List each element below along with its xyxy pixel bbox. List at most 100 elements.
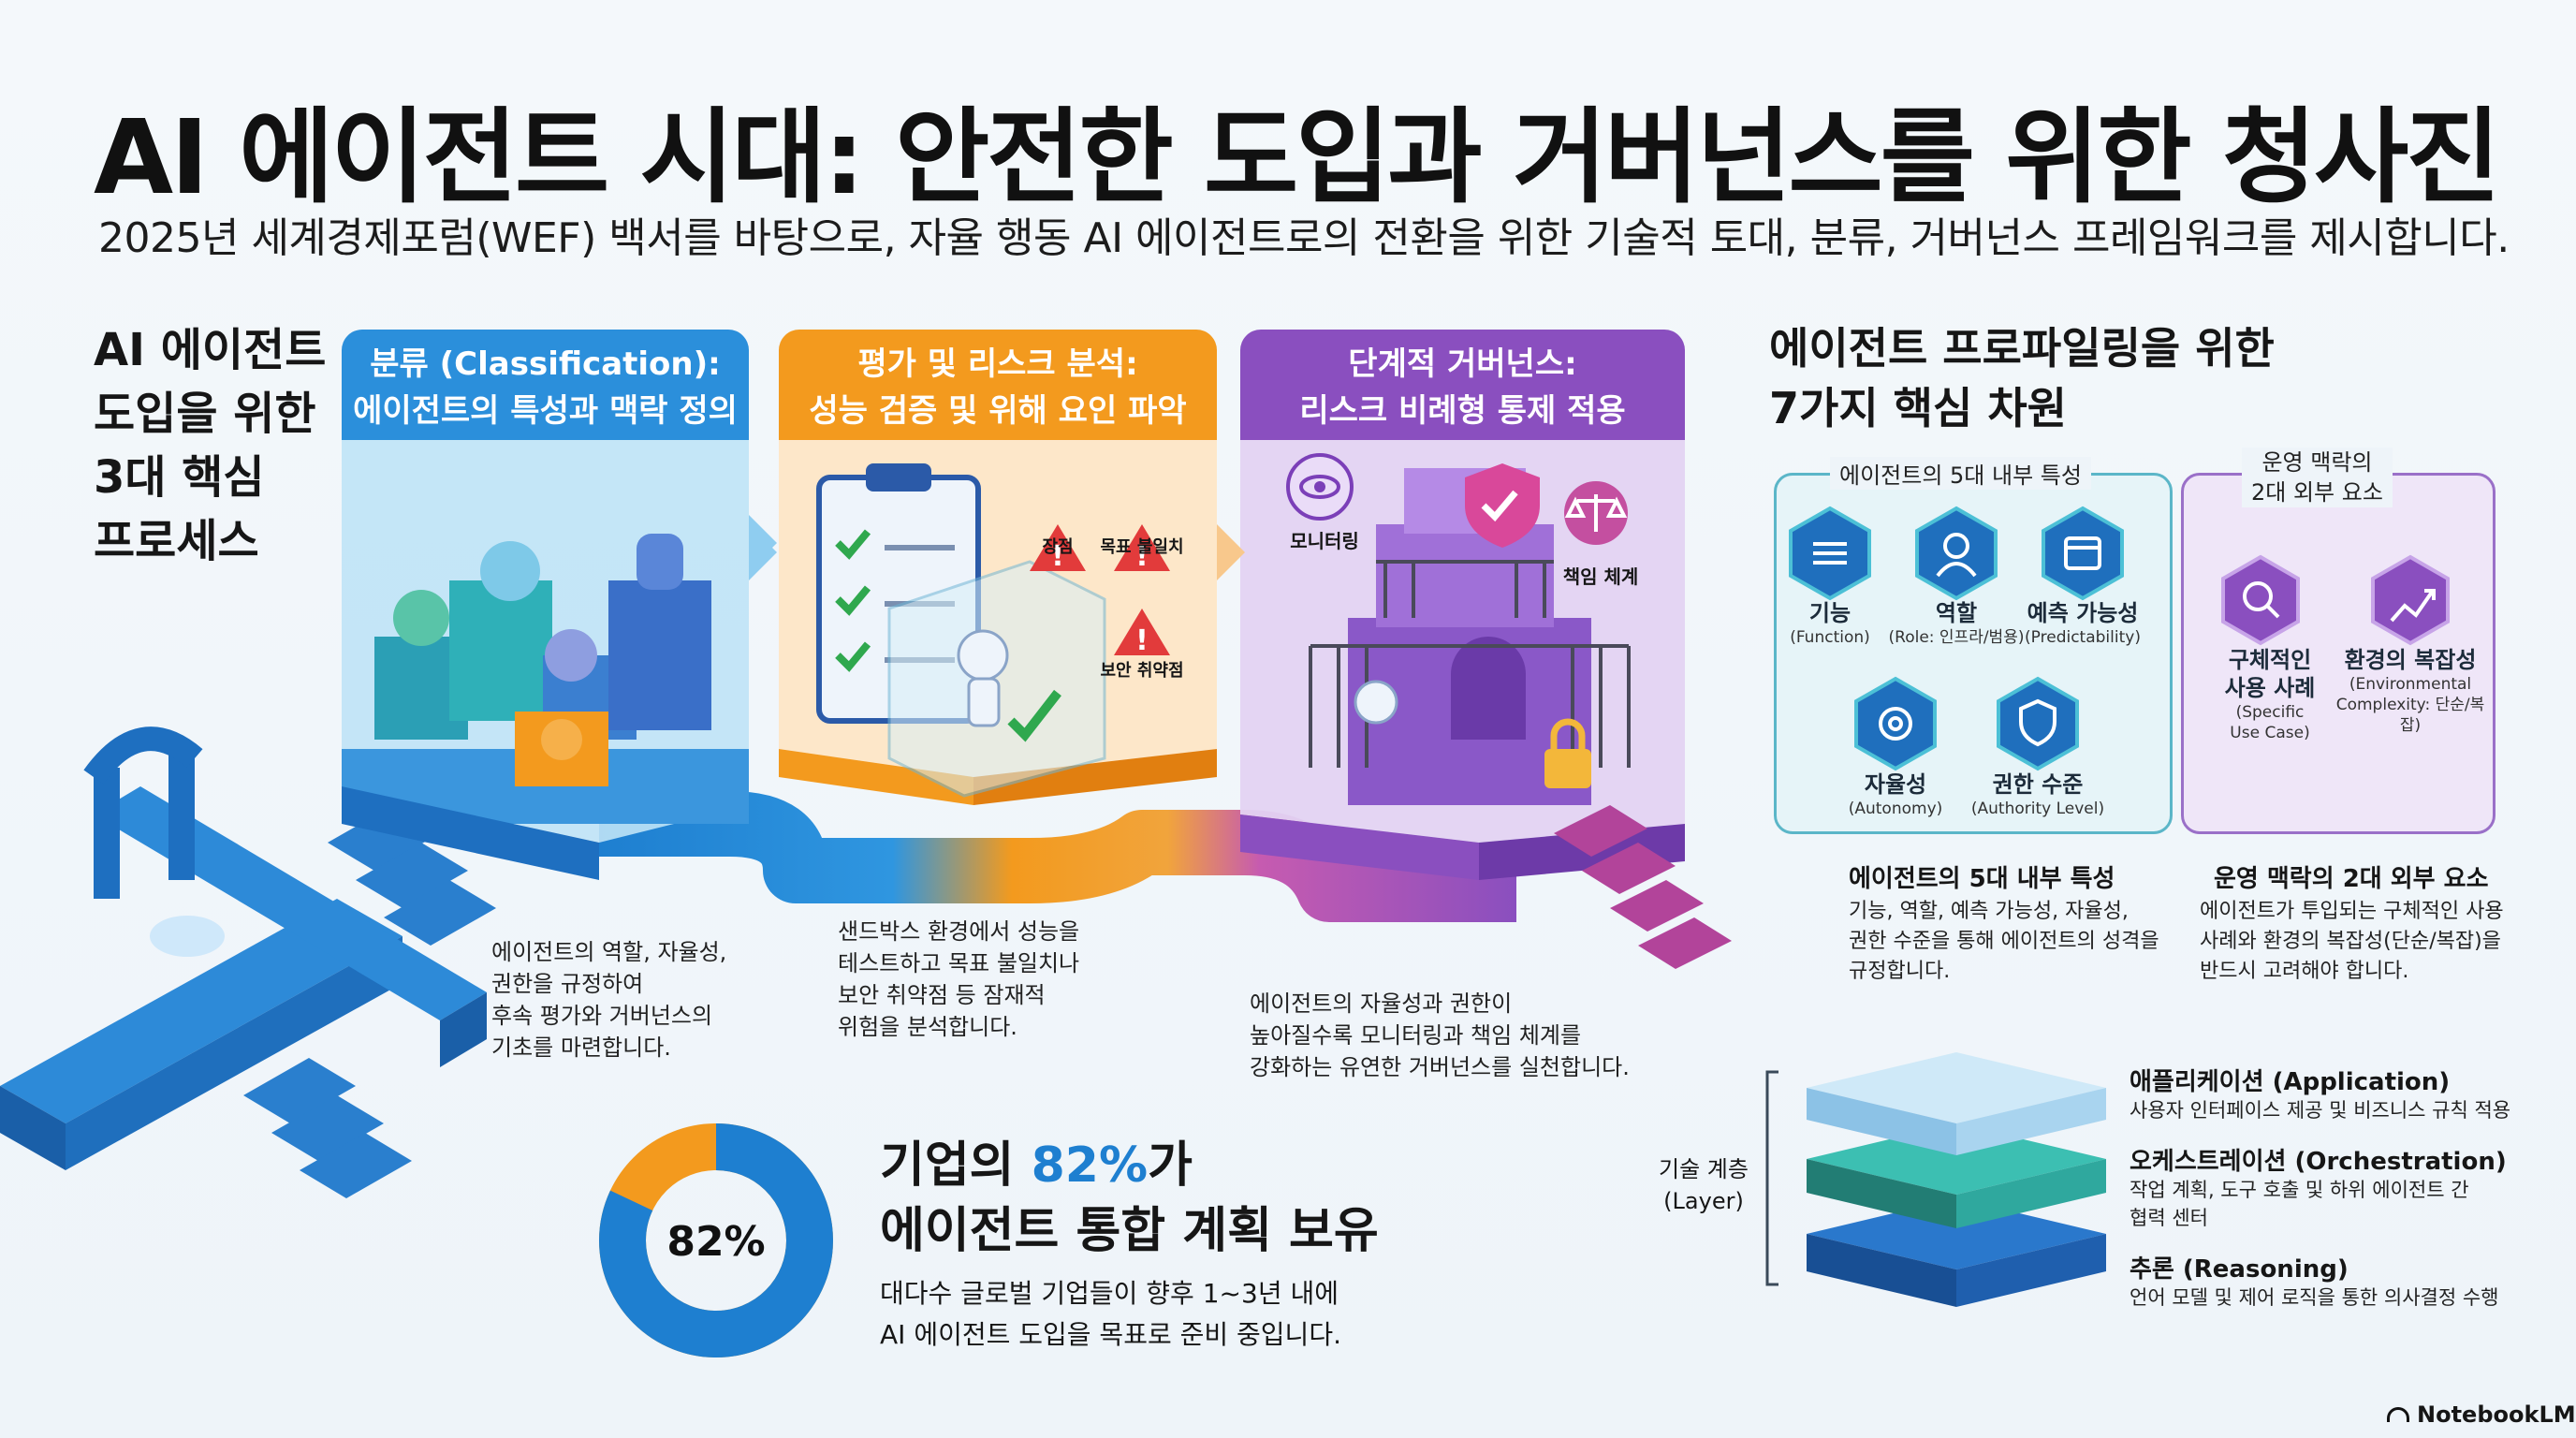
svg-text:!: ! <box>1135 540 1149 573</box>
stage-arrow <box>749 524 777 580</box>
risk-label: 보안 취약점 <box>1100 661 1184 681</box>
stat-highlight: 82% <box>1031 1137 1149 1194</box>
brand-label: NotebookLM <box>2417 1401 2576 1428</box>
desc-line: 위험을 분석합니다. <box>838 1014 1017 1040</box>
desc-line: 권한 수준을 통해 에이전트의 성격을 <box>1849 930 2159 953</box>
stage-risk-desc: 샌드박스 환경에서 성능을 테스트하고 목표 불일치나 보안 취약점 등 잠재적… <box>838 916 1147 1043</box>
stage-title: 단계적 거버넌스: <box>1348 345 1577 383</box>
orchestration-layer <box>1807 1123 2106 1228</box>
external-icons <box>2221 554 2450 646</box>
dimension-complexity: 환경의 복잡성 (Environmental Complexity: 단순/복잡… <box>2331 646 2490 736</box>
desc-line: 사용자 인터페이스 제공 및 비즈니스 규칙 적용 <box>2130 1099 2511 1122</box>
page-title: AI 에이전트 시대: 안전한 도입과 거버넌스를 위한 청사진 <box>94 97 2501 217</box>
external-caption-title: 운영 맥락의 2대 외부 요소 <box>2214 865 2489 893</box>
dimension-en: Complexity: 단순/복잡) <box>2335 696 2485 735</box>
risk-label: 목표 불일치 <box>1100 537 1184 557</box>
reasoning-layer <box>1807 1198 2106 1307</box>
dimension-predictability: 예측 가능성 (Predictability) <box>1998 599 2167 648</box>
page-subtitle: 2025년 세계경제포럼(WEF) 백서를 바탕으로, 자율 행동 AI 에이전… <box>98 214 2510 262</box>
process-heading-line: 프로세스 <box>94 515 259 567</box>
accountability-label: 책임 체계 <box>1562 565 1639 588</box>
desc-line: 반드시 고려해야 합니다. <box>2200 960 2409 983</box>
stage-arrow <box>1217 524 1245 580</box>
stat-title: 기업의 82%가 에이전트 통합 계획 보유 <box>880 1133 1379 1264</box>
dimension-en: (Environmental <box>2349 675 2472 694</box>
desc-line: 권한을 규정하여 <box>491 971 644 997</box>
desc-line: 강화하는 유연한 거버넌스를 실천합니다. <box>1250 1054 1630 1080</box>
walkway-path <box>0 726 496 1198</box>
desc-line: 언어 모델 및 제어 로직을 통한 의사결정 수행 <box>2130 1286 2499 1309</box>
desc-line: 규정합니다. <box>1849 960 1951 983</box>
label-line: 운영 맥락의 <box>2261 449 2373 476</box>
stage-classification-header: 분류 (Classification): 에이전트의 특성과 맥락 정의 <box>342 330 749 440</box>
internal-icons <box>1789 506 2124 771</box>
desc-line: 에이전트의 자율성과 권한이 <box>1250 990 1513 1017</box>
dimension-name: 역할 <box>1935 600 1978 626</box>
dimension-name: 권한 수준 <box>1992 771 2084 798</box>
desc-line: 사례와 환경의 복잡성(단순/복잡)을 <box>2200 930 2501 953</box>
stage-title: 평가 및 리스크 분석: <box>857 345 1138 383</box>
process-heading-line: 3대 핵심 <box>94 451 265 504</box>
label-line: 기술 계층 <box>1659 1156 1749 1182</box>
dimension-authority: 권한 수준 (Authority Level) <box>1954 770 2122 819</box>
dimension-en: (Specific <box>2235 703 2305 722</box>
stat-title-suffix: 가 <box>1148 1137 1193 1194</box>
heading-line: 7가지 핵심 차원 <box>1769 383 2067 433</box>
autonomy-icon <box>1854 676 1937 771</box>
role-icon <box>1915 506 1998 601</box>
dimension-en: (Predictability) <box>2025 628 2141 647</box>
label-line: 2대 외부 요소 <box>2251 479 2383 506</box>
svg-text:!: ! <box>1135 624 1149 657</box>
desc-line: 에이전트의 역할, 자율성, <box>491 939 727 965</box>
layer-application-desc: 사용자 인터페이스 제공 및 비즈니스 규칙 적용 <box>2130 1096 2541 1124</box>
layer-reasoning-title: 추론 (Reasoning) <box>2130 1255 2349 1284</box>
stage-title: 분류 (Classification): <box>370 345 721 383</box>
desc-line: 보안 취약점 등 잠재적 <box>838 982 1046 1008</box>
layer-reasoning-desc: 언어 모델 및 제어 로직을 통한 의사결정 수행 <box>2130 1284 2541 1312</box>
external-caption-desc: 에이전트가 투입되는 구체적인 사용 사례와 환경의 복잡성(단순/복잡)을 반… <box>2200 897 2518 987</box>
desc-line: 테스트하고 목표 불일치나 <box>838 950 1080 976</box>
internal-traits-label: 에이전트의 5대 내부 특성 <box>1830 457 2091 490</box>
layer-orchestration-desc: 작업 계획, 도구 호출 및 하위 에이전트 간 협력 센터 <box>2130 1176 2541 1232</box>
stage-governance-desc: 에이전트의 자율성과 권한이 높아질수록 모니터링과 책임 체계를 강화하는 유… <box>1250 988 1680 1083</box>
layer-orchestration-title: 오케스트레이션 (Orchestration) <box>2130 1148 2507 1176</box>
dimension-en: (Authority Level) <box>1970 800 2105 818</box>
dimension-use-case: 구체적인 사용 사례 (Specific Use Case) <box>2186 646 2354 743</box>
internal-caption-title: 에이전트의 5대 내부 특성 <box>1849 865 2115 893</box>
stat-desc: 대다수 글로벌 기업들이 향후 1~3년 내에 AI 에이전트 도입을 목표로 … <box>880 1273 1341 1356</box>
predictability-icon <box>2042 506 2124 601</box>
desc-line: AI 에이전트 도입을 목표로 준비 중입니다. <box>880 1319 1341 1350</box>
notebooklm-icon <box>2387 1407 2409 1422</box>
stage-subtitle: 성능 검증 및 위해 요인 파악 <box>809 392 1187 430</box>
dimension-role: 역할 (Role: 인프라/범용) <box>1872 599 2041 648</box>
risk-analysis-platform: !!! <box>779 440 1217 805</box>
stage-governance-header: 단계적 거버넌스: 리스크 비례형 통제 적용 <box>1240 330 1685 440</box>
layer-application-title: 애플리케이션 (Application) <box>2130 1068 2451 1096</box>
dimension-en: (Autonomy) <box>1848 800 1943 818</box>
risk-label: 장점 <box>1042 537 1074 557</box>
complexity-icon <box>2371 554 2450 646</box>
dimension-name: 사용 사례 <box>2224 675 2316 701</box>
dimension-en: Use Case) <box>2230 724 2310 742</box>
monitoring-label: 모니터링 <box>1290 530 1359 552</box>
process-heading-line: 도입을 위한 <box>94 388 316 440</box>
dimension-name: 예측 가능성 <box>2027 600 2139 626</box>
dimension-en: (Role: 인프라/범용) <box>1888 628 2025 647</box>
label-line: (Layer) <box>1663 1188 1744 1214</box>
desc-line: 에이전트가 투입되는 구체적인 사용 <box>2200 900 2504 923</box>
stage-subtitle: 에이전트의 특성과 맥락 정의 <box>353 392 738 430</box>
dimension-name: 환경의 복잡성 <box>2344 647 2477 673</box>
svg-text:!: ! <box>1051 540 1064 573</box>
stat-donut-chart: 82% <box>599 1123 833 1357</box>
dimension-name: 구체적인 <box>2228 647 2312 673</box>
process-heading: AI 에이전트 도입을 위한 3대 핵심 프로세스 <box>94 318 356 573</box>
desc-line: 기능, 역할, 예측 가능성, 자율성, <box>1849 900 2129 923</box>
authority-icon <box>1997 676 2079 771</box>
layer-stack <box>1765 1052 2106 1307</box>
stage-classification-desc: 에이전트의 역할, 자율성, 권한을 규정하여 후속 평가와 거버넌스의 기초를… <box>491 936 772 1064</box>
brand-mark: NotebookLM <box>2387 1401 2576 1428</box>
dimension-autonomy: 자율성 (Autonomy) <box>1811 770 1980 819</box>
donut-value-arc <box>599 1123 833 1357</box>
application-layer <box>1807 1052 2106 1155</box>
